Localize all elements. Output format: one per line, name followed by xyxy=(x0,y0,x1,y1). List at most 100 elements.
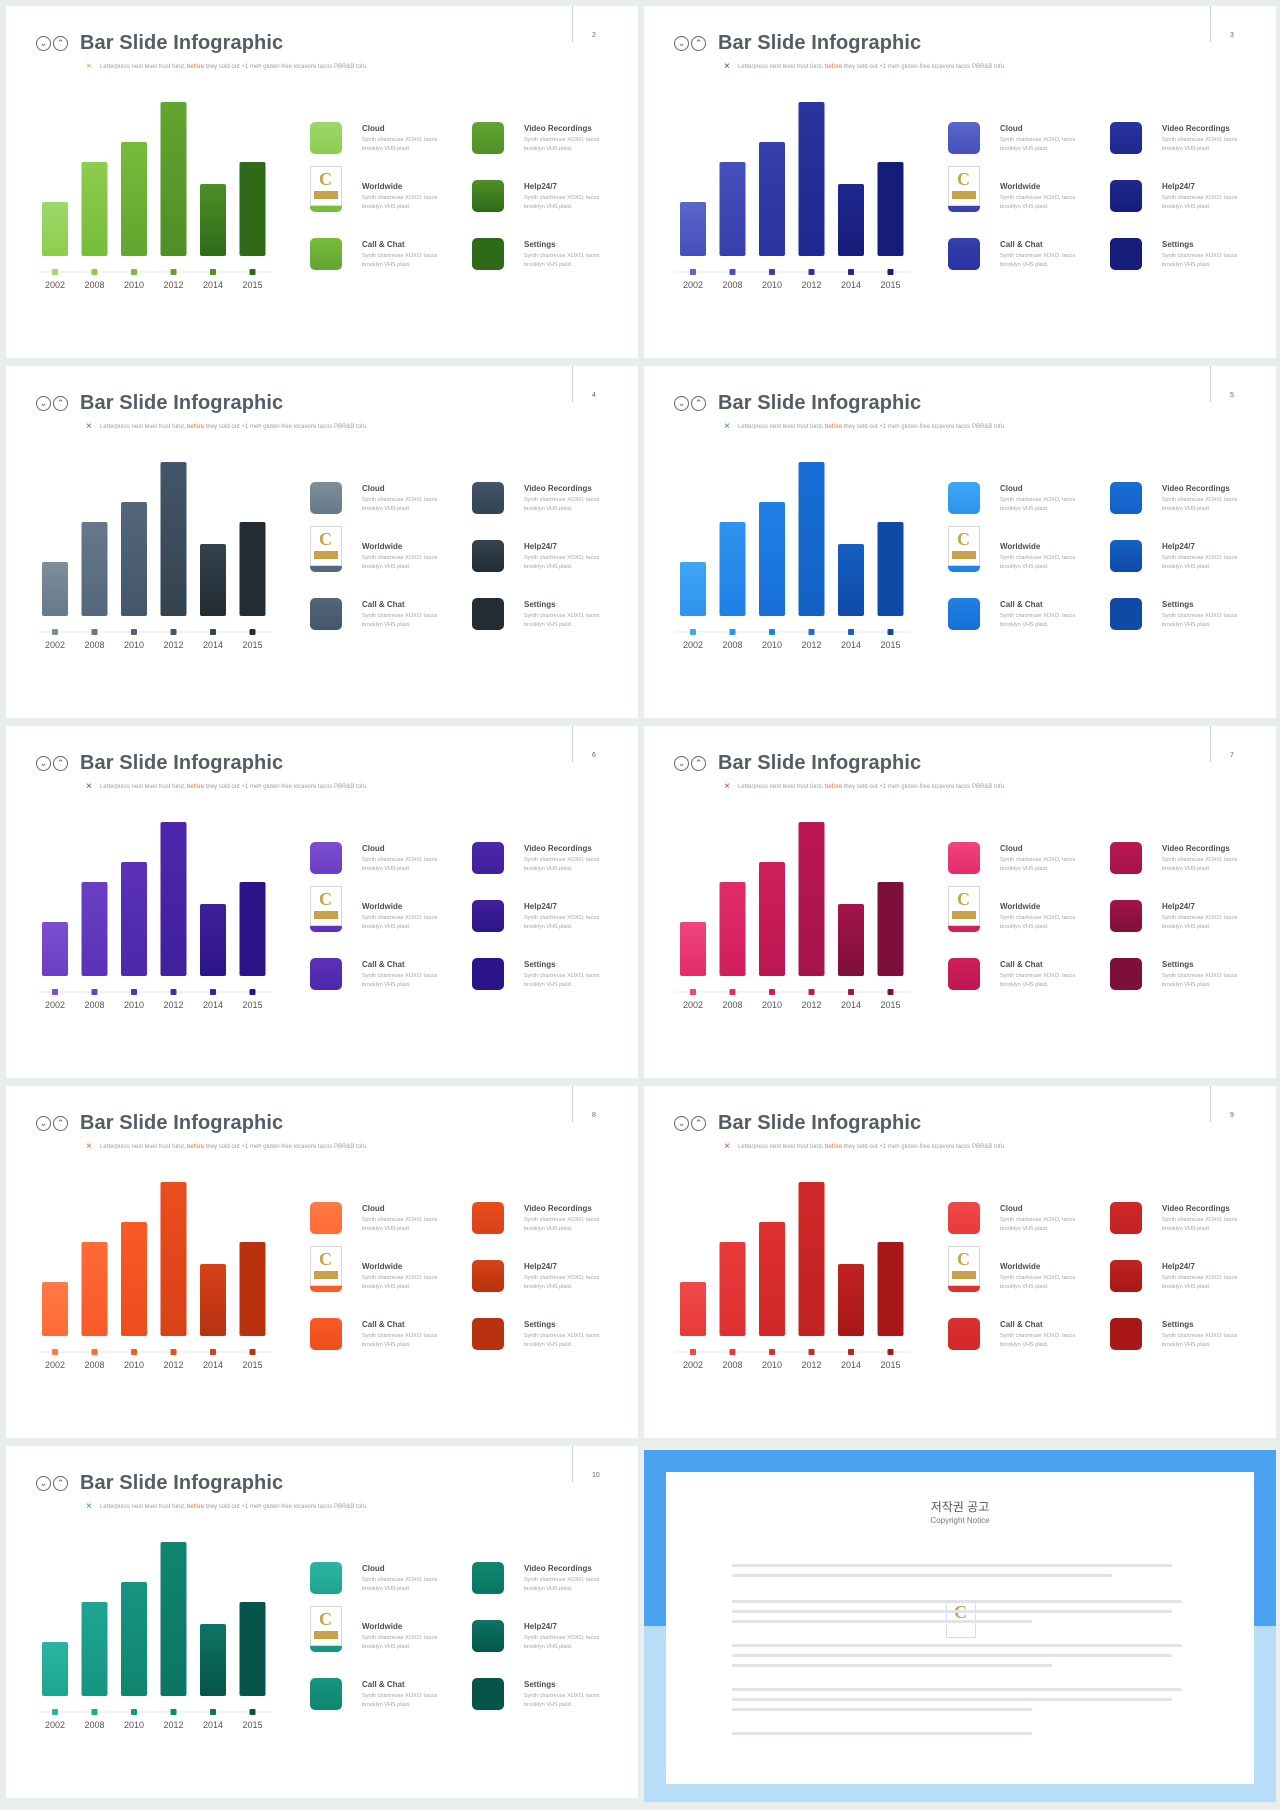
x-tick-label: 2008 xyxy=(722,280,742,290)
slide-6: ⌄ ⌃ Bar Slide Infographic × Letterpress next… xyxy=(6,726,638,1078)
legend-title: Help24/7 xyxy=(524,182,557,191)
content-badge-icon: C xyxy=(948,166,980,206)
legend-swatch xyxy=(472,1318,504,1350)
legend-desc: Synth chartreuse XOXO, tacos brooklyn VH… xyxy=(1000,613,1076,628)
chevron-up-icon[interactable]: ⌃ xyxy=(53,36,68,51)
legend-item: Help24/7 Synth chartreuse XOXO, tacos bro… xyxy=(472,176,632,216)
tick-marker-2015 xyxy=(249,1349,256,1355)
x-tick-label: 2010 xyxy=(762,280,782,290)
legend-desc: Synth chartreuse XOXO, tacos brooklyn VH… xyxy=(524,915,600,930)
legend-swatch xyxy=(1110,482,1142,514)
bar-chart-svg: 2002 2008 2010 2012 2014 2015 xyxy=(676,1182,910,1370)
x-tick-label: 2002 xyxy=(683,1000,703,1010)
bar-2002 xyxy=(42,562,68,616)
slide-number: 5 xyxy=(1230,392,1234,399)
bar-2002 xyxy=(42,1642,68,1696)
bar-2008 xyxy=(81,162,108,256)
legend-title: Video Recordings xyxy=(524,1564,592,1573)
chevron-down-icon[interactable]: ⌄ xyxy=(36,1476,51,1491)
chevron-down-icon[interactable]: ⌄ xyxy=(36,36,51,51)
bar-2015 xyxy=(239,162,266,256)
legend-desc: Synth chartreuse XOXO, tacos brooklyn VH… xyxy=(362,195,438,210)
x-tick-label: 2010 xyxy=(124,1720,144,1730)
chevron-down-icon[interactable]: ⌄ xyxy=(36,756,51,771)
legend-swatch xyxy=(310,238,342,270)
legend-swatch xyxy=(948,958,980,990)
tick-marker-2015 xyxy=(249,269,256,275)
x-tick-label: 2012 xyxy=(163,640,183,650)
legend-desc: Synth chartreuse XOXO, tacos brooklyn VH… xyxy=(362,1635,438,1650)
legend-item: Cloud Synth chartreuse XOXO, tacos brookl… xyxy=(948,478,1108,518)
x-tick-label: 2008 xyxy=(84,1720,104,1730)
legend-item: Help24/7 Synth chartreuse XOXO, tacos bro… xyxy=(472,896,632,936)
chevron-up-icon[interactable]: ⌃ xyxy=(691,1116,706,1131)
legend-title: Settings xyxy=(1162,240,1194,249)
chevron-down-icon[interactable]: ⌄ xyxy=(674,1116,689,1131)
chevron-up-icon[interactable]: ⌃ xyxy=(691,36,706,51)
chevron-up-icon[interactable]: ⌃ xyxy=(53,1116,68,1131)
slide-4: ⌄ ⌃ Bar Slide Infographic × Letterpress next… xyxy=(6,366,638,718)
content-badge-icon: C xyxy=(948,886,980,926)
legend-swatch xyxy=(1110,842,1142,874)
chevron-up-icon[interactable]: ⌃ xyxy=(691,396,706,411)
x-tick-label: 2002 xyxy=(683,280,703,290)
tick-marker-2012 xyxy=(808,989,815,995)
slide-subtitle: Letterpress next level trust fund, befor… xyxy=(738,1144,1006,1150)
chevron-up-icon[interactable]: ⌃ xyxy=(53,1476,68,1491)
legend-desc: Synth chartreuse XOXO, tacos brooklyn VH… xyxy=(1000,1217,1076,1232)
slide-number: 3 xyxy=(1230,32,1234,39)
badge-letter: C xyxy=(319,889,332,909)
slide-7: ⌄ ⌃ Bar Slide Infographic × Letterpress next… xyxy=(644,726,1276,1078)
chevron-up-icon[interactable]: ⌃ xyxy=(53,396,68,411)
legend-swatch xyxy=(948,842,980,874)
bar-2015 xyxy=(877,882,904,976)
legend-title: Help24/7 xyxy=(524,542,557,551)
legend-desc: Synth chartreuse XOXO, tacos brooklyn VH… xyxy=(524,973,600,988)
legend-item: Settings Synth chartreuse XOXO, tacos bro… xyxy=(1110,954,1270,994)
x-tick-label: 2012 xyxy=(163,280,183,290)
legend-desc: Synth chartreuse XOXO, tacos brooklyn VH… xyxy=(1162,973,1238,988)
copyright-text-line xyxy=(732,1610,1172,1613)
legend-grid: Cloud Synth chartreuse XOXO, tacos brookl… xyxy=(310,1558,630,1718)
badge-band xyxy=(952,551,976,559)
legend-desc: Synth chartreuse XOXO, tacos brooklyn VH… xyxy=(362,1275,438,1290)
legend-item: Call & Chat Synth chartreuse XOXO, tacos … xyxy=(310,594,470,634)
close-x-icon: × xyxy=(86,1141,92,1152)
subtitle-text: Letterpress next level trust fund, xyxy=(738,424,826,430)
legend-item: Help24/7 Synth chartreuse XOXO, tacos bro… xyxy=(472,536,632,576)
chevron-down-icon[interactable]: ⌄ xyxy=(36,396,51,411)
legend-title: Worldwide xyxy=(362,902,403,911)
bar-2014 xyxy=(200,904,226,976)
chevron-down-icon[interactable]: ⌄ xyxy=(674,36,689,51)
tick-marker-2010 xyxy=(131,1349,137,1355)
tick-marker-2002 xyxy=(690,269,696,275)
tick-marker-2010 xyxy=(769,629,775,635)
copyright-text-line xyxy=(732,1620,1032,1623)
legend-item: Call & Chat Synth chartreuse XOXO, tacos … xyxy=(948,1314,1108,1354)
legend-desc: Synth chartreuse XOXO, tacos brooklyn VH… xyxy=(1162,195,1238,210)
copyright-badge-icon: C xyxy=(946,1600,976,1638)
chevron-up-icon[interactable]: ⌃ xyxy=(691,756,706,771)
subtitle-highlight: before xyxy=(825,1144,843,1150)
bar-2008 xyxy=(719,522,746,616)
chevron-down-icon[interactable]: ⌄ xyxy=(36,1116,51,1131)
legend-title: Worldwide xyxy=(1000,542,1041,551)
chevron-down-icon[interactable]: ⌄ xyxy=(674,396,689,411)
legend-title: Call & Chat xyxy=(1000,240,1043,249)
bar-chart: 2002 2008 2010 2012 2014 2015 xyxy=(36,1524,276,1734)
bar-2015 xyxy=(239,1242,266,1336)
legend-item: Call & Chat Synth chartreuse XOXO, tacos … xyxy=(310,234,470,274)
slide-divider xyxy=(1210,6,1211,42)
slide-number: 2 xyxy=(592,32,596,39)
legend-swatch xyxy=(472,842,504,874)
x-tick-label: 2012 xyxy=(163,1000,183,1010)
chevron-up-icon[interactable]: ⌃ xyxy=(53,756,68,771)
slide-8: ⌄ ⌃ Bar Slide Infographic × Letterpress next… xyxy=(6,1086,638,1438)
chevron-down-icon[interactable]: ⌄ xyxy=(674,756,689,771)
badge-letter: C xyxy=(957,1249,970,1269)
copyright-text-line xyxy=(732,1644,1182,1647)
legend-swatch xyxy=(310,1318,342,1350)
bar-2015 xyxy=(877,522,904,616)
tick-marker-2010 xyxy=(769,269,775,275)
legend-desc: Synth chartreuse XOXO, tacos brooklyn VH… xyxy=(362,915,438,930)
